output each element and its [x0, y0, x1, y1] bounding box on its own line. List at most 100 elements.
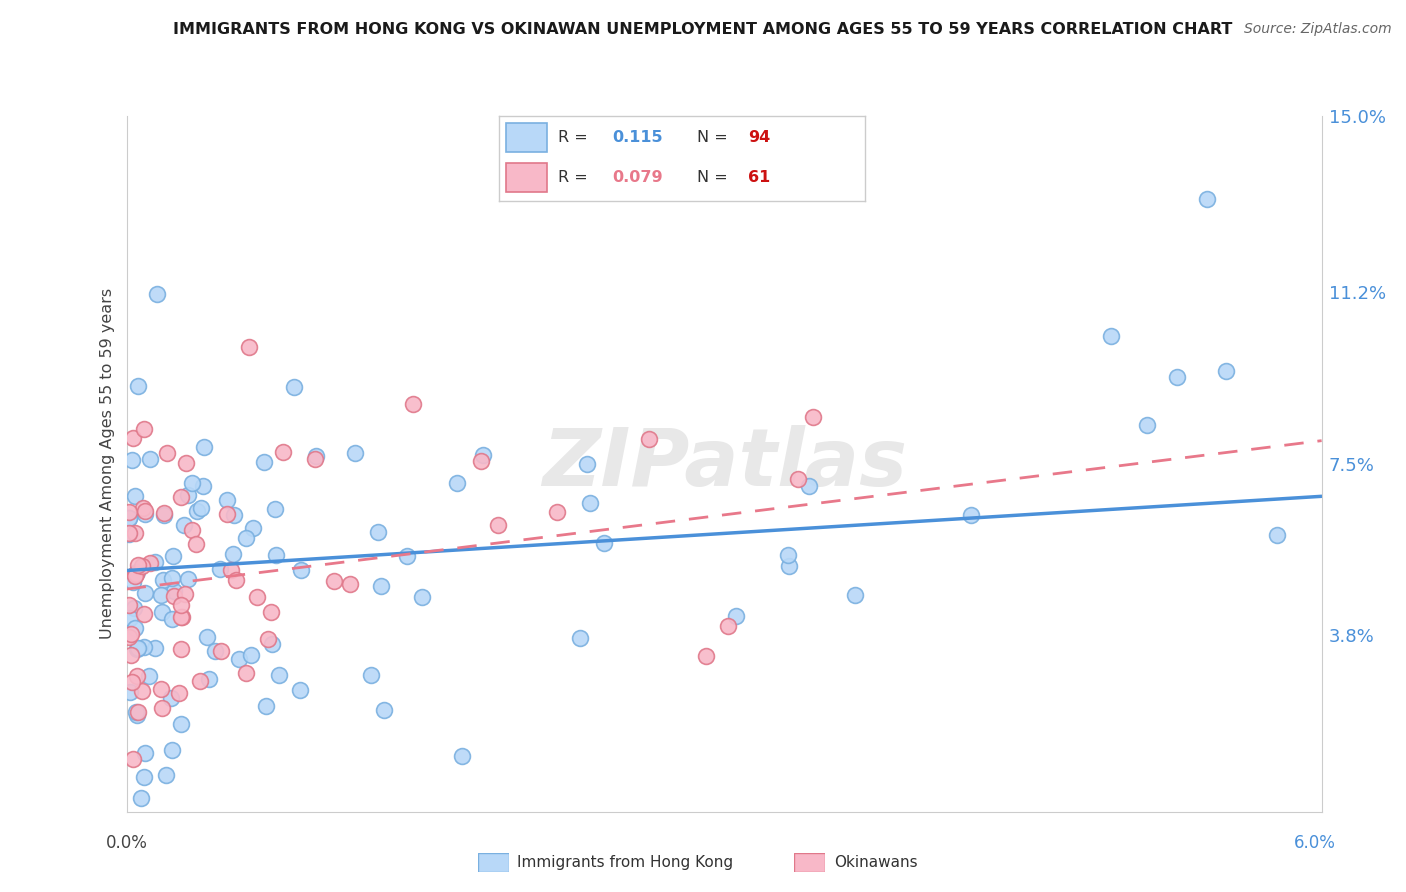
Point [470, 454, 492, 468]
Text: 94: 94 [748, 129, 770, 145]
Point [167, 686, 190, 700]
Point [121, 751, 143, 765]
Point [191, 479, 214, 493]
Point [170, 598, 193, 612]
Point [152, 573, 174, 587]
Point [184, 537, 207, 551]
Point [132, 640, 155, 654]
Point [486, 518, 509, 533]
Point [222, 547, 245, 561]
Point [117, 598, 139, 612]
Point [1136, 418, 1159, 433]
Y-axis label: Unemployment Among Ages 55 to 59 years: Unemployment Among Ages 55 to 59 years [100, 288, 115, 640]
Point [1099, 329, 1122, 343]
Point [170, 642, 193, 657]
Point [238, 340, 260, 354]
Point [304, 452, 326, 467]
Point [170, 491, 193, 505]
Point [446, 476, 468, 491]
Point [125, 642, 148, 657]
Point [222, 508, 245, 523]
Point [190, 501, 212, 516]
Point [143, 556, 166, 570]
Point [169, 716, 191, 731]
Point [118, 610, 141, 624]
Point [546, 505, 568, 519]
Point [131, 790, 153, 805]
Point [163, 584, 186, 599]
Point [117, 526, 139, 541]
Point [1265, 528, 1288, 542]
Point [152, 605, 174, 619]
Point [152, 701, 174, 715]
Point [799, 479, 821, 493]
Point [198, 673, 221, 687]
Point [174, 587, 197, 601]
Point [132, 770, 155, 784]
Point [117, 505, 139, 519]
Point [124, 489, 146, 503]
Point [121, 453, 143, 467]
Text: 0.115: 0.115 [613, 129, 664, 145]
Point [716, 619, 738, 633]
Point [1197, 193, 1219, 207]
Point [132, 422, 155, 436]
Point [225, 574, 247, 588]
Point [180, 523, 202, 537]
Point [127, 640, 149, 655]
Point [155, 768, 177, 782]
Point [695, 649, 717, 664]
Point [242, 521, 264, 535]
Point [290, 682, 312, 697]
Point [134, 504, 156, 518]
Point [134, 586, 156, 600]
Point [118, 684, 141, 698]
Point [209, 644, 232, 658]
Point [569, 631, 592, 645]
Text: N =: N = [696, 129, 733, 145]
Point [138, 669, 160, 683]
Point [173, 517, 195, 532]
Point [127, 558, 149, 572]
Point [122, 431, 145, 445]
Point [162, 549, 184, 563]
Point [134, 746, 156, 760]
Point [139, 451, 162, 466]
Point [156, 446, 179, 460]
Point [787, 472, 810, 486]
Point [215, 508, 238, 522]
Point [120, 627, 142, 641]
Point [260, 605, 283, 619]
Point [127, 379, 149, 393]
Point [125, 707, 148, 722]
Text: IMMIGRANTS FROM HONG KONG VS OKINAWAN UNEMPLOYMENT AMONG AGES 55 TO 59 YEARS COR: IMMIGRANTS FROM HONG KONG VS OKINAWAN UN… [173, 22, 1233, 37]
Point [174, 456, 197, 470]
Point [305, 449, 328, 463]
Text: 61: 61 [748, 170, 770, 186]
Point [579, 495, 602, 509]
Text: 0.0%: 0.0% [105, 834, 148, 852]
Point [170, 609, 193, 624]
Point [125, 706, 148, 720]
Point [181, 475, 204, 490]
Text: N =: N = [696, 170, 733, 186]
Text: Source: ZipAtlas.com: Source: ZipAtlas.com [1244, 22, 1392, 37]
Point [132, 607, 155, 622]
Point [188, 673, 211, 688]
Bar [506, 163, 547, 192]
Point [373, 703, 395, 717]
Text: R =: R = [558, 170, 592, 186]
Point [127, 669, 149, 683]
Point [138, 556, 160, 570]
Point [283, 380, 305, 394]
Point [117, 630, 139, 644]
Point [1166, 369, 1188, 384]
Point [127, 706, 149, 720]
Point [208, 562, 231, 576]
Point [124, 526, 146, 541]
Point [253, 455, 276, 469]
Point [121, 675, 143, 690]
Point [146, 286, 169, 301]
Point [344, 445, 367, 459]
Point [638, 433, 661, 447]
